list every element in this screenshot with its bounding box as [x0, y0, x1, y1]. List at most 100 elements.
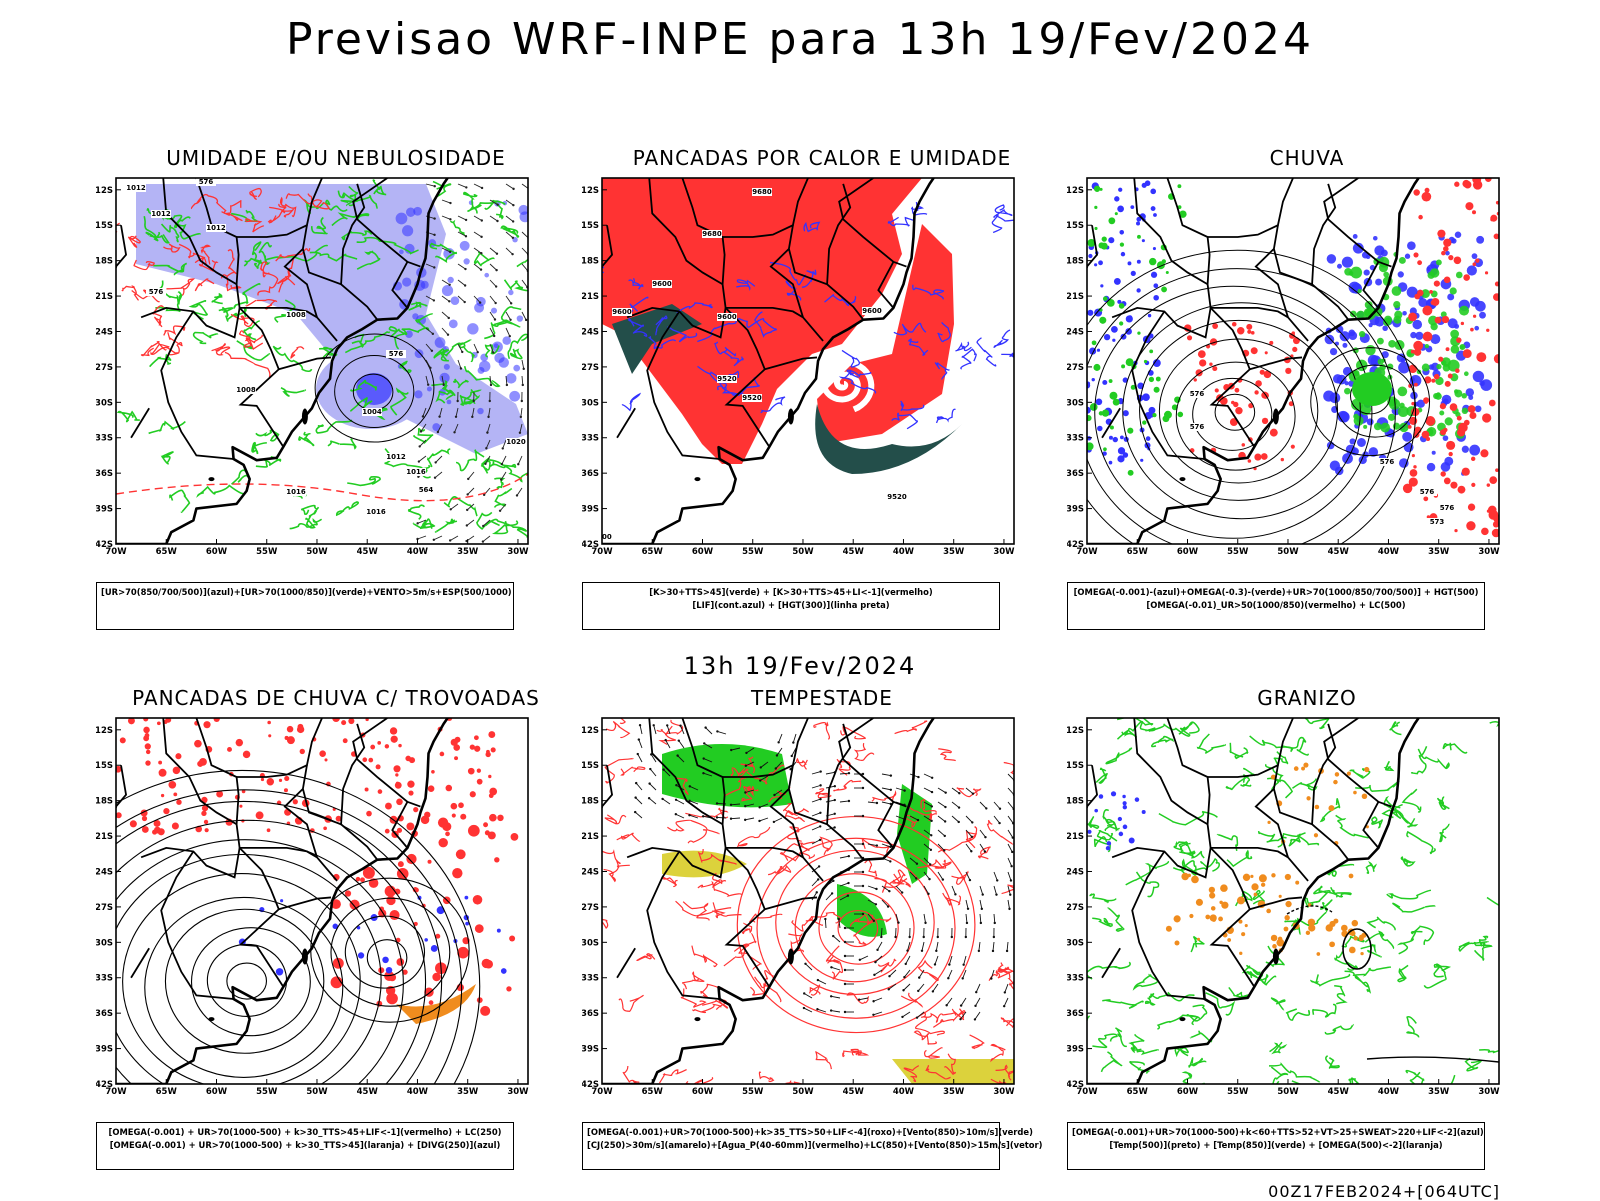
- wind-vector: [812, 772, 821, 774]
- field-dot: [243, 751, 250, 758]
- field-dot: [1467, 265, 1477, 275]
- contour-label: 576: [1190, 390, 1205, 398]
- contour-line: [685, 808, 727, 818]
- wind-vector: [873, 1012, 882, 1015]
- lat-tick-label: 24S: [96, 867, 113, 877]
- wind-vector-head: [902, 989, 904, 991]
- contour-line: [925, 1048, 943, 1058]
- field-dot: [1450, 330, 1459, 339]
- wind-vector-head: [918, 976, 920, 978]
- field-dot: [1113, 437, 1118, 442]
- field-dot: [1314, 833, 1318, 837]
- wind-vector-head: [818, 865, 820, 867]
- wind-vector-head: [887, 905, 889, 907]
- wind-vector-head: [816, 1008, 818, 1010]
- field-dot: [1136, 222, 1140, 226]
- field-dot: [1232, 322, 1237, 327]
- lake-feature: [208, 477, 214, 481]
- contour-line: [281, 388, 305, 396]
- lon-tick-label: 60W: [692, 547, 714, 557]
- contour-line: [436, 519, 457, 532]
- wind-vector-head: [501, 463, 503, 465]
- field-dot: [300, 749, 305, 754]
- wind-vector: [966, 914, 967, 923]
- field-dot: [1119, 321, 1123, 325]
- field-dot: [1444, 276, 1451, 283]
- wind-vector-head: [816, 891, 818, 893]
- contour-line: [797, 759, 808, 769]
- field-dot: [1436, 364, 1441, 369]
- field-dot: [1250, 875, 1253, 878]
- field-dot: [1177, 184, 1181, 188]
- field-dot: [120, 737, 126, 743]
- lat-tick-label: 21S: [582, 292, 599, 302]
- field-dot: [1415, 332, 1423, 340]
- wind-vector-head: [876, 802, 878, 804]
- field-dot: [145, 760, 150, 765]
- wind-vector: [918, 984, 924, 991]
- lat-tick-label: 30S: [1067, 938, 1084, 948]
- contour-line: [198, 486, 244, 496]
- wind-vector: [522, 264, 528, 271]
- wind-vector: [874, 970, 882, 975]
- wind-vector-head: [704, 726, 706, 728]
- wind-vector-head: [485, 447, 487, 449]
- lon-tick-label: 55W: [742, 547, 764, 557]
- field-dot: [1248, 459, 1252, 463]
- field-dot: [1198, 350, 1206, 358]
- wind-vector: [840, 856, 849, 858]
- field-dot: [483, 822, 488, 827]
- wind-vector-head: [427, 384, 429, 386]
- field-dot: [1330, 348, 1337, 355]
- field-dot: [1463, 349, 1472, 358]
- wind-vector: [745, 818, 754, 820]
- lat-tick-label: 30S: [96, 398, 113, 408]
- contour-line: [1106, 748, 1132, 764]
- lon-tick-label: 35W: [943, 1087, 965, 1097]
- wind-vector-head: [777, 741, 779, 743]
- wind-vector-head: [965, 936, 967, 938]
- field-dot: [173, 792, 177, 796]
- wind-vector-head: [995, 893, 997, 895]
- contour-line: [511, 349, 522, 359]
- wind-vector-head: [817, 979, 819, 981]
- wind-vector: [1008, 830, 1013, 838]
- lon-tick-label: 60W: [1177, 1087, 1199, 1097]
- field-dot: [1117, 205, 1124, 212]
- wind-vector: [650, 784, 656, 790]
- field-dot: [1429, 290, 1433, 294]
- contour-line: [1311, 974, 1349, 986]
- legend-umidade: [UR>70(850/700/500)](azul)+[UR>70(1000/8…: [96, 582, 514, 630]
- field-dot: [1412, 320, 1422, 330]
- wind-vector-head: [449, 251, 451, 253]
- wind-vector-head: [862, 815, 864, 817]
- field-dot: [1109, 392, 1117, 400]
- omega-green-west: [1085, 184, 1186, 476]
- wind-vector: [833, 936, 840, 942]
- wind-vector: [522, 280, 527, 287]
- field-dot: [1099, 794, 1104, 799]
- field-dot: [1220, 397, 1228, 405]
- field-dot: [1487, 483, 1490, 486]
- lagoa-feature: [1273, 408, 1279, 424]
- lat-tick-label: 24S: [1067, 327, 1084, 337]
- wind-vector-head: [876, 949, 878, 951]
- field-dot: [1375, 279, 1382, 286]
- field-dot: [1094, 186, 1100, 192]
- temp850-green: [1068, 714, 1526, 1101]
- field-dot: [447, 400, 452, 405]
- field-dot: [1270, 429, 1278, 437]
- field-dot: [1121, 252, 1125, 256]
- wind-vector-head: [637, 753, 639, 755]
- field-dot: [1239, 952, 1242, 955]
- contour-line: [605, 815, 626, 824]
- field-dot: [1348, 331, 1357, 340]
- wind-vector-head: [432, 333, 434, 335]
- contour-line: [409, 505, 425, 519]
- field-dot: [1267, 821, 1270, 824]
- contour-line: [1283, 738, 1309, 755]
- field-dot: [1114, 196, 1119, 201]
- wind-vector-head: [679, 724, 681, 726]
- lat-tick-label: 39S: [582, 505, 599, 515]
